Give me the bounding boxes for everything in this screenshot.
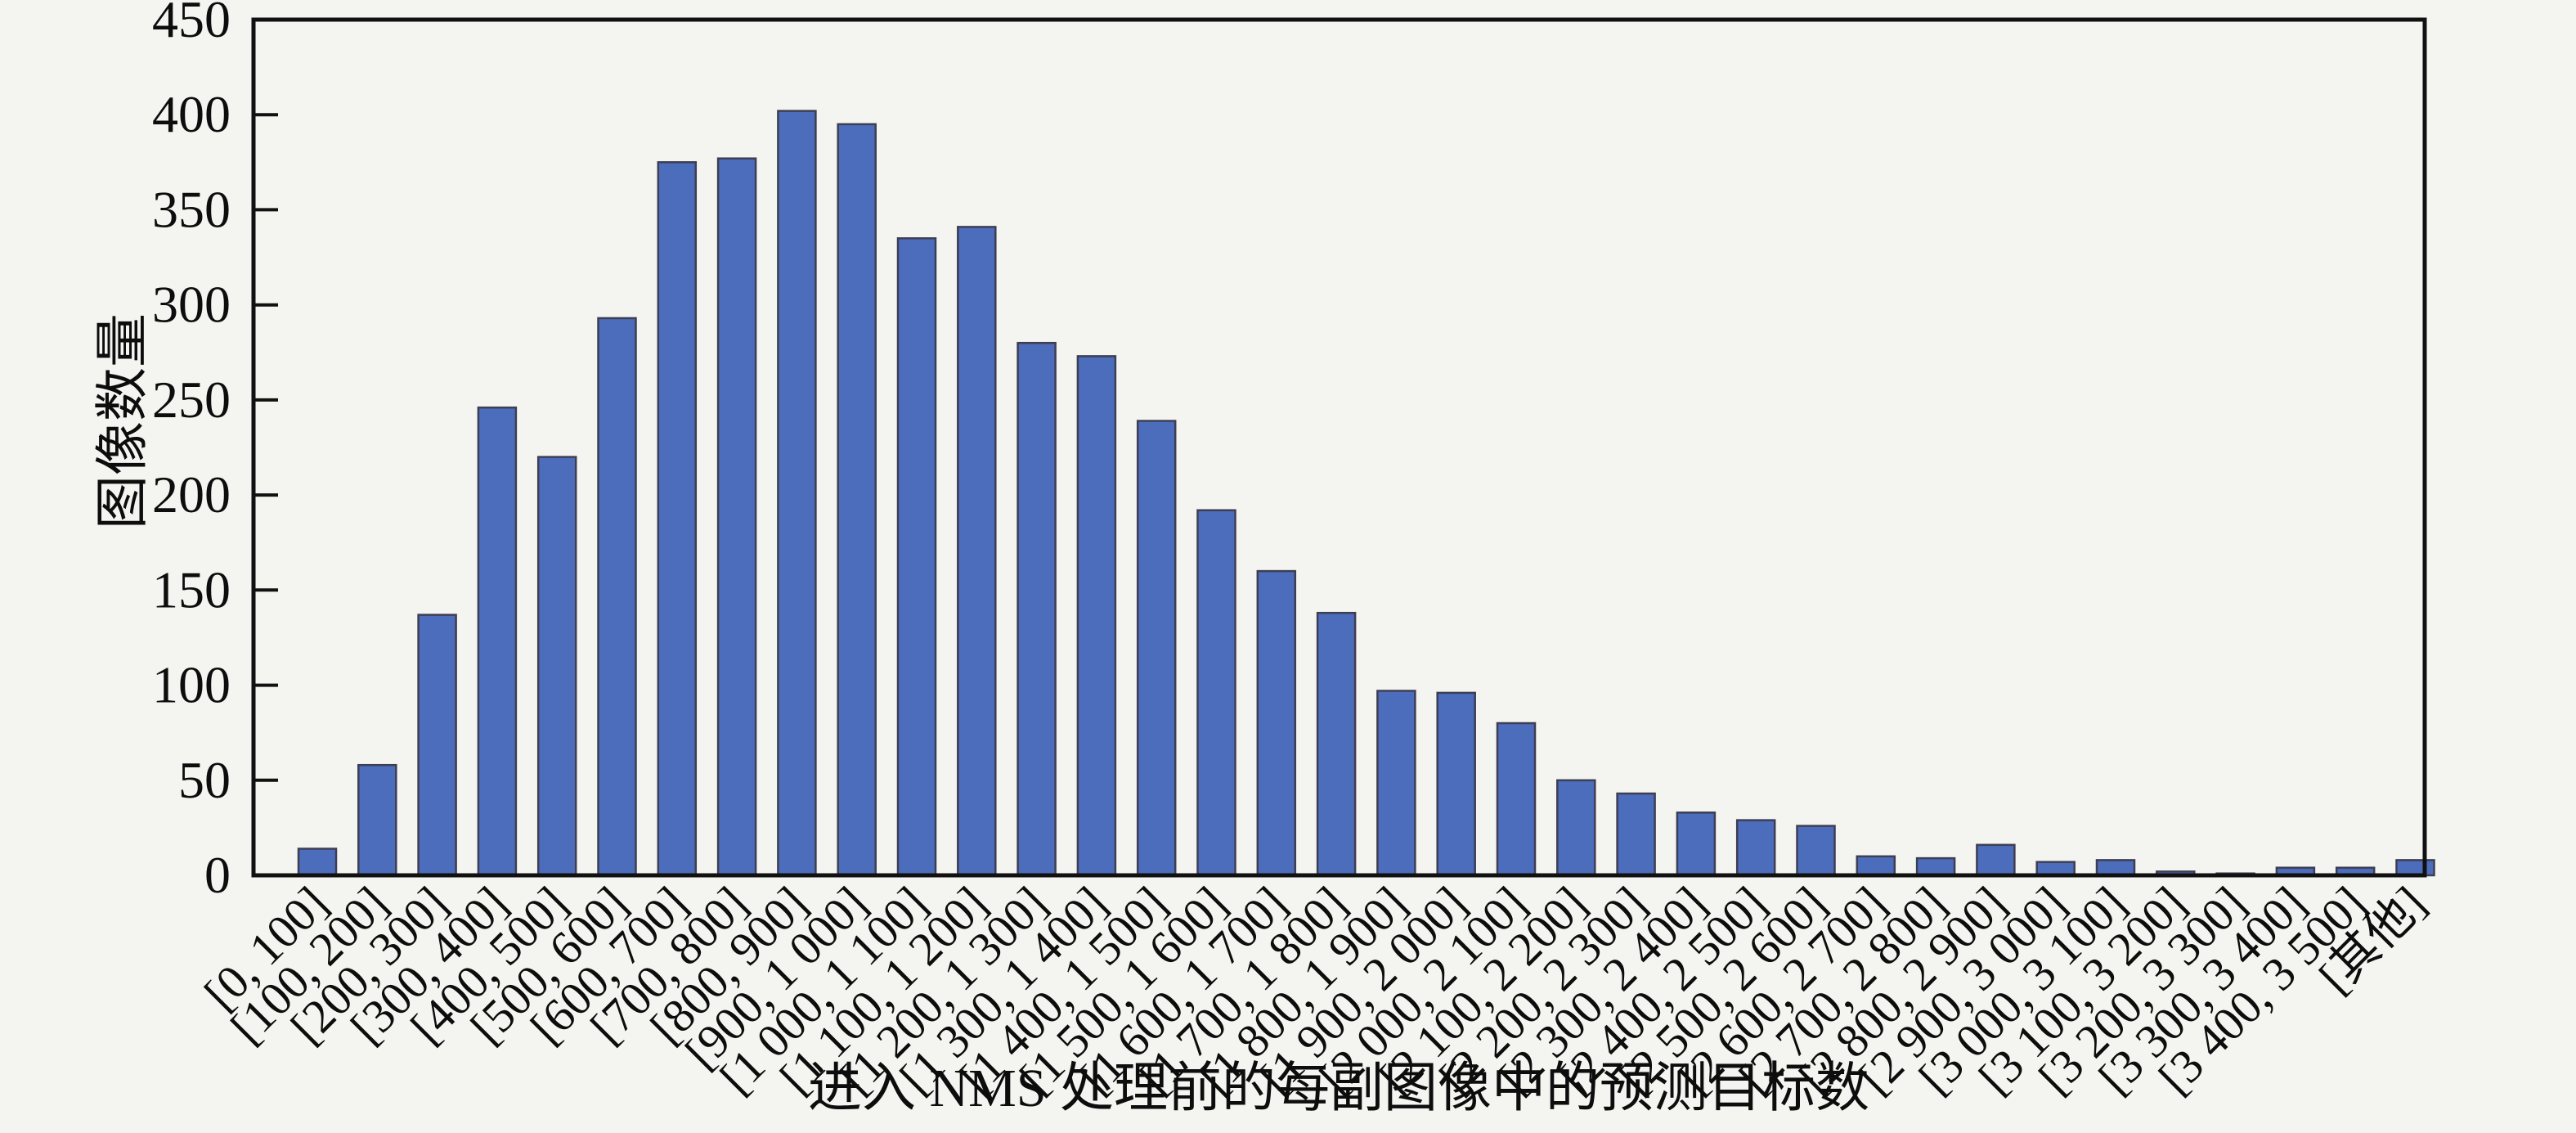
y-tick-label: 150 [152, 560, 231, 618]
y-tick-label: 250 [152, 371, 231, 429]
bar [1856, 855, 1896, 877]
bar [1556, 779, 1596, 877]
bar [716, 157, 757, 877]
bar [1136, 420, 1177, 877]
bar [1256, 569, 1297, 877]
y-tick-label: 0 [204, 846, 231, 904]
x-axis-title: 进入 NMS 处理前的每副图像中的预测目标数 [808, 1059, 1869, 1118]
bar [896, 237, 937, 877]
y-tick-label: 400 [152, 85, 231, 143]
bar [297, 848, 338, 877]
bar [2095, 859, 2136, 877]
bar [1076, 355, 1117, 877]
bar [1915, 856, 1956, 877]
bar [1735, 819, 1776, 877]
y-tick-label: 100 [152, 656, 231, 714]
bar [657, 161, 698, 877]
y-axis-title: 图像数量 [93, 313, 153, 529]
bar [2395, 859, 2435, 877]
y-tick-label: 50 [178, 751, 231, 809]
bar [1616, 792, 1656, 877]
y-tick-label: 200 [152, 465, 231, 524]
bar [1676, 812, 1717, 877]
bar [1796, 825, 1836, 877]
bar [357, 763, 397, 877]
y-tick-label: 350 [152, 180, 231, 238]
bar [1196, 509, 1236, 877]
bar [1316, 611, 1357, 877]
y-tick-label: 300 [152, 276, 231, 334]
bar [597, 317, 637, 877]
bar [417, 614, 457, 877]
y-tick-label: 450 [152, 0, 231, 48]
bar [1436, 691, 1476, 877]
plot-frame [251, 17, 2427, 878]
bar [1976, 843, 2016, 877]
bar [957, 226, 997, 877]
bar [777, 110, 817, 877]
bar [1496, 722, 1537, 877]
bar [1016, 341, 1057, 877]
bar [477, 406, 518, 877]
bar [1376, 690, 1416, 877]
bar [837, 123, 877, 877]
bar [536, 456, 577, 877]
